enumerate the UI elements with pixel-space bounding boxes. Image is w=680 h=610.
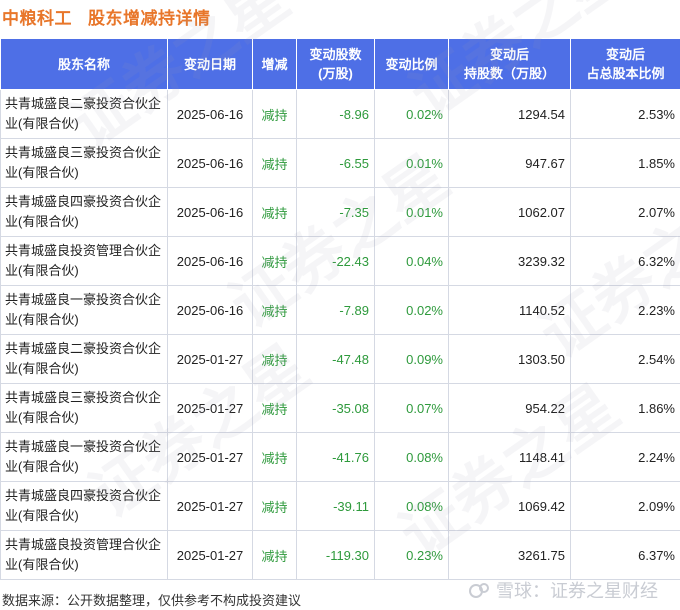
cell-after-shares: 1148.41 bbox=[448, 432, 571, 482]
page-title: 股东增减持详情 bbox=[88, 8, 211, 28]
cell-shareholder-name: 共青城盛良投资管理合伙企业(有限合伙) bbox=[0, 530, 168, 580]
cell-after-ratio: 2.54% bbox=[570, 334, 680, 384]
cell-shareholder-name: 共青城盛良四豪投资合伙企业(有限合伙) bbox=[0, 481, 168, 531]
cell-change-ratio: 0.08% bbox=[374, 481, 449, 531]
th-change-ratio: 变动比例 bbox=[374, 38, 449, 90]
cell-direction: 减持 bbox=[252, 236, 297, 286]
cell-after-shares: 954.22 bbox=[448, 383, 571, 433]
cell-shareholder-name: 共青城盛良一豪投资合伙企业(有限合伙) bbox=[0, 285, 168, 335]
brand-label: 雪球：证券之星财经 bbox=[496, 581, 658, 601]
cell-change-ratio: 0.02% bbox=[374, 89, 449, 139]
cell-after-ratio: 2.09% bbox=[570, 481, 680, 531]
cell-change-date: 2025-01-27 bbox=[167, 383, 253, 433]
cell-change-ratio: 0.08% bbox=[374, 432, 449, 482]
table-row: 共青城盛良三豪投资合伙企业(有限合伙) 2025-01-27 减持 -35.08 0.0… bbox=[0, 383, 680, 433]
table-header-row: 股东名称 变动日期 增减 变动股数 (万股) 变动比例 变动后 持股数（万股） 变动后 占总… bbox=[0, 38, 680, 90]
cell-after-shares: 1069.42 bbox=[448, 481, 571, 531]
cell-change-date: 2025-01-27 bbox=[167, 432, 253, 482]
cell-change-shares: -41.76 bbox=[296, 432, 375, 482]
holdings-change-table: 股东名称 变动日期 增减 变动股数 (万股) 变动比例 变动后 持股数（万股） 变动后 占总… bbox=[0, 38, 680, 580]
data-source-note: 数据来源：公开数据整理，仅供参考不构成投资建议 bbox=[2, 593, 302, 608]
table-body: 共青城盛良二豪投资合伙企业(有限合伙) 2025-06-16 减持 -8.96 0.02… bbox=[0, 89, 680, 580]
cell-change-ratio: 0.01% bbox=[374, 187, 449, 237]
cell-change-date: 2025-01-27 bbox=[167, 481, 253, 531]
cell-direction: 减持 bbox=[252, 285, 297, 335]
th-after-shares: 变动后 持股数（万股） bbox=[448, 38, 571, 90]
cell-change-date: 2025-01-27 bbox=[167, 530, 253, 580]
cell-direction: 减持 bbox=[252, 187, 297, 237]
cell-after-shares: 1303.50 bbox=[448, 334, 571, 384]
cell-change-date: 2025-06-16 bbox=[167, 187, 253, 237]
cell-direction: 减持 bbox=[252, 383, 297, 433]
brand-attribution: 雪球：证券之星财经 bbox=[468, 577, 658, 603]
cell-direction: 减持 bbox=[252, 530, 297, 580]
cell-shareholder-name: 共青城盛良三豪投资合伙企业(有限合伙) bbox=[0, 383, 168, 433]
cell-change-ratio: 0.01% bbox=[374, 138, 449, 188]
cell-change-shares: -39.11 bbox=[296, 481, 375, 531]
cell-change-date: 2025-06-16 bbox=[167, 236, 253, 286]
table-row: 共青城盛良四豪投资合伙企业(有限合伙) 2025-06-16 减持 -7.35 0.01… bbox=[0, 187, 680, 237]
cell-direction: 减持 bbox=[252, 334, 297, 384]
cell-shareholder-name: 共青城盛良一豪投资合伙企业(有限合伙) bbox=[0, 432, 168, 482]
cell-after-ratio: 1.85% bbox=[570, 138, 680, 188]
cell-change-shares: -47.48 bbox=[296, 334, 375, 384]
cell-change-shares: -8.96 bbox=[296, 89, 375, 139]
table-row: 共青城盛良投资管理合伙企业(有限合伙) 2025-01-27 减持 -119.30 0.… bbox=[0, 530, 680, 580]
cell-change-shares: -22.43 bbox=[296, 236, 375, 286]
cell-after-ratio: 6.32% bbox=[570, 236, 680, 286]
cell-shareholder-name: 共青城盛良四豪投资合伙企业(有限合伙) bbox=[0, 187, 168, 237]
table-row: 共青城盛良四豪投资合伙企业(有限合伙) 2025-01-27 减持 -39.11 0.0… bbox=[0, 481, 680, 531]
table-row: 共青城盛良二豪投资合伙企业(有限合伙) 2025-06-16 减持 -8.96 0.02… bbox=[0, 89, 680, 139]
cell-after-shares: 1062.07 bbox=[448, 187, 571, 237]
table-row: 共青城盛良一豪投资合伙企业(有限合伙) 2025-01-27 减持 -41.76 0.0… bbox=[0, 432, 680, 482]
cell-after-shares: 3239.32 bbox=[448, 236, 571, 286]
th-shareholder-name: 股东名称 bbox=[0, 38, 168, 90]
th-change-date: 变动日期 bbox=[167, 38, 253, 90]
cell-change-ratio: 0.04% bbox=[374, 236, 449, 286]
th-direction: 增减 bbox=[252, 38, 297, 90]
title-bar: 中粮科工 股东增减持详情 bbox=[2, 4, 211, 28]
cell-change-date: 2025-06-16 bbox=[167, 89, 253, 139]
th-change-shares: 变动股数 (万股) bbox=[296, 38, 375, 90]
cell-change-shares: -7.35 bbox=[296, 187, 375, 237]
cell-after-ratio: 2.24% bbox=[570, 432, 680, 482]
table-row: 共青城盛良一豪投资合伙企业(有限合伙) 2025-06-16 减持 -7.89 0.02… bbox=[0, 285, 680, 335]
company-name: 中粮科工 bbox=[2, 8, 72, 28]
cell-after-ratio: 6.37% bbox=[570, 530, 680, 580]
cell-change-ratio: 0.02% bbox=[374, 285, 449, 335]
cell-direction: 减持 bbox=[252, 432, 297, 482]
cell-change-shares: -119.30 bbox=[296, 530, 375, 580]
table-row: 共青城盛良投资管理合伙企业(有限合伙) 2025-06-16 减持 -22.43 0.0… bbox=[0, 236, 680, 286]
cell-direction: 减持 bbox=[252, 138, 297, 188]
cell-shareholder-name: 共青城盛良二豪投资合伙企业(有限合伙) bbox=[0, 89, 168, 139]
cell-after-ratio: 2.23% bbox=[570, 285, 680, 335]
table-row: 共青城盛良二豪投资合伙企业(有限合伙) 2025-01-27 减持 -47.48 0.0… bbox=[0, 334, 680, 384]
cell-shareholder-name: 共青城盛良二豪投资合伙企业(有限合伙) bbox=[0, 334, 168, 384]
cell-after-shares: 947.67 bbox=[448, 138, 571, 188]
cell-change-date: 2025-01-27 bbox=[167, 334, 253, 384]
cell-direction: 减持 bbox=[252, 481, 297, 531]
cell-after-ratio: 2.53% bbox=[570, 89, 680, 139]
snowball-logo-icon bbox=[469, 583, 489, 598]
table-row: 共青城盛良三豪投资合伙企业(有限合伙) 2025-06-16 减持 -6.55 0.01… bbox=[0, 138, 680, 188]
cell-change-shares: -6.55 bbox=[296, 138, 375, 188]
cell-after-ratio: 2.07% bbox=[570, 187, 680, 237]
cell-shareholder-name: 共青城盛良三豪投资合伙企业(有限合伙) bbox=[0, 138, 168, 188]
cell-change-ratio: 0.07% bbox=[374, 383, 449, 433]
cell-after-shares: 1140.52 bbox=[448, 285, 571, 335]
th-after-ratio: 变动后 占总股本比例 bbox=[570, 38, 680, 90]
cell-after-shares: 1294.54 bbox=[448, 89, 571, 139]
cell-after-ratio: 1.86% bbox=[570, 383, 680, 433]
cell-after-shares: 3261.75 bbox=[448, 530, 571, 580]
cell-change-date: 2025-06-16 bbox=[167, 138, 253, 188]
cell-shareholder-name: 共青城盛良投资管理合伙企业(有限合伙) bbox=[0, 236, 168, 286]
cell-change-shares: -35.08 bbox=[296, 383, 375, 433]
cell-change-ratio: 0.23% bbox=[374, 530, 449, 580]
cell-change-shares: -7.89 bbox=[296, 285, 375, 335]
cell-change-date: 2025-06-16 bbox=[167, 285, 253, 335]
cell-change-ratio: 0.09% bbox=[374, 334, 449, 384]
cell-direction: 减持 bbox=[252, 89, 297, 139]
